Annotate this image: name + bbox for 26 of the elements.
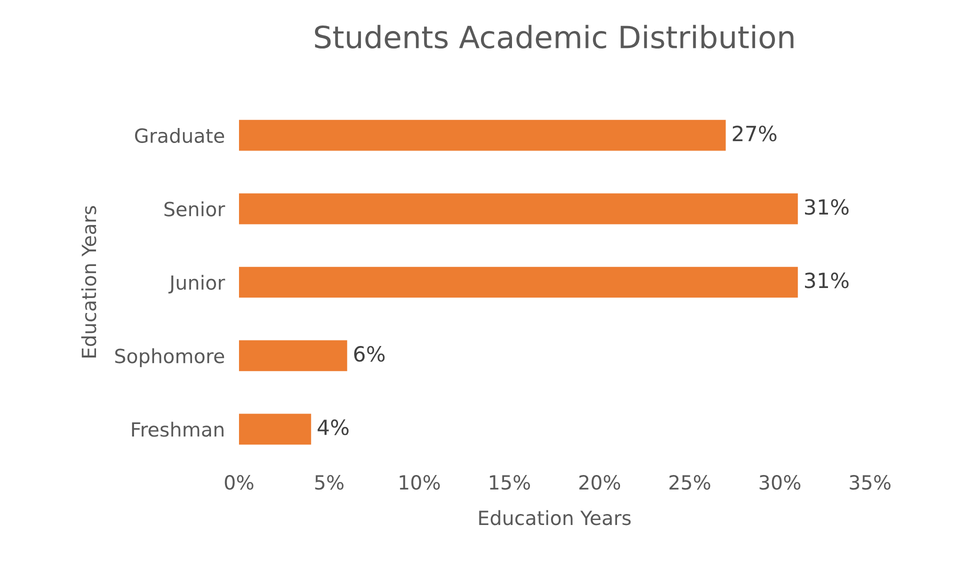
x-axis-title: Education Years bbox=[479, 510, 631, 526]
x-tick-label: 15% bbox=[490, 475, 530, 490]
x-tick-label: 35% bbox=[850, 475, 890, 490]
bar bbox=[239, 193, 798, 224]
x-tick-label: 0% bbox=[224, 475, 254, 490]
x-tick-label: 30% bbox=[760, 475, 800, 490]
data-label: 6% bbox=[354, 346, 385, 362]
x-tick-label: 5% bbox=[315, 475, 344, 490]
data-label: 31% bbox=[804, 199, 849, 215]
x-tick-label: 20% bbox=[579, 475, 620, 490]
x-tick-label: 10% bbox=[400, 475, 440, 490]
data-label: 27% bbox=[732, 126, 776, 142]
bar bbox=[239, 120, 726, 151]
bar bbox=[239, 340, 348, 372]
x-tick-label: 25% bbox=[670, 475, 710, 490]
y-tick-label: Graduate bbox=[135, 128, 224, 143]
bar bbox=[239, 266, 798, 298]
chart-title: Students Academic Distribution bbox=[314, 24, 794, 49]
y-tick-label: Sophomore bbox=[115, 348, 224, 368]
y-tick-label: Freshman bbox=[132, 422, 224, 437]
y-tick-label: Senior bbox=[164, 201, 226, 216]
data-label: 31% bbox=[804, 272, 849, 288]
data-label: 4% bbox=[318, 419, 349, 436]
bar bbox=[239, 414, 312, 445]
y-axis-title: Education Years bbox=[81, 206, 96, 358]
y-tick-label: Junior bbox=[168, 274, 226, 294]
